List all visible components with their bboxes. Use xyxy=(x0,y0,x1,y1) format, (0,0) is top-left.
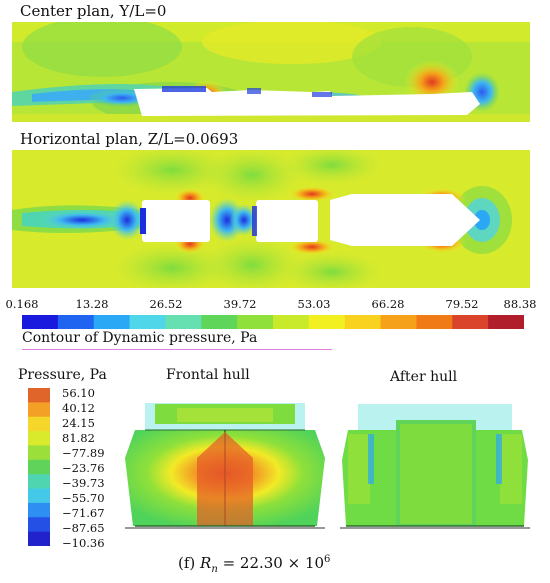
pressure-label: −71.67 xyxy=(62,506,105,520)
caption-equals: = 22.30 × 10 xyxy=(217,554,325,572)
pressure-label: 81.82 xyxy=(62,431,95,445)
colorbar-swatch xyxy=(380,315,417,329)
pressure-label: −77.89 xyxy=(62,446,105,460)
pressure-legend-swatch xyxy=(28,402,50,418)
colorbar-swatch xyxy=(129,315,166,329)
pressure-label: −10.36 xyxy=(62,536,105,550)
caption-label: (f) xyxy=(178,554,196,572)
colorbar-swatch xyxy=(344,315,382,329)
pressure-label: −55.70 xyxy=(62,491,105,505)
center-plan-contour xyxy=(12,22,530,122)
colorbar-tick-3: 26.52 xyxy=(149,297,183,311)
pressure-legend-swatch xyxy=(28,517,50,533)
colorbar-swatch xyxy=(93,315,131,329)
colorbar-swatch xyxy=(416,315,453,329)
pressure-legend-swatch xyxy=(28,388,50,403)
colorbar-tick-5: 53.03 xyxy=(297,297,331,311)
colorbar-swatch xyxy=(57,315,95,329)
pressure-label: −87.65 xyxy=(62,521,105,535)
after-hull-view xyxy=(340,400,530,530)
caption-exponent: 6 xyxy=(324,554,331,565)
center-plan-svg xyxy=(12,22,530,122)
colorbar-swatch xyxy=(452,315,489,329)
pressure-legend-swatch xyxy=(28,502,50,518)
colorbar-swatch xyxy=(273,315,310,329)
colorbar-title: Contour of Dynamic pressure, Pa xyxy=(22,330,258,346)
pressure-legend-swatch xyxy=(28,474,50,489)
frontal-hull-title: Frontal hull xyxy=(166,367,250,383)
colorbar-tick-4: 39.72 xyxy=(223,297,257,311)
frontal-hull-view xyxy=(125,398,325,530)
colorbar-swatch xyxy=(201,315,238,329)
horizontal-plan-title: Horizontal plan, Z/L=0.0693 xyxy=(20,130,239,148)
colorbar-tick-2: 13.28 xyxy=(75,297,109,311)
colorbar-tick-6: 66.28 xyxy=(371,297,405,311)
colorbar-swatch xyxy=(237,315,274,329)
pressure-label: 24.15 xyxy=(62,416,95,430)
pressure-label: −39.73 xyxy=(62,476,105,490)
colorbar-tick-1: 0.168 xyxy=(5,297,39,311)
figure-caption: (f) Rn = 22.30 × 106 xyxy=(178,554,330,575)
pressure-legend-swatch xyxy=(28,488,50,504)
after-hull-svg xyxy=(340,400,530,530)
colorbar-swatch xyxy=(165,315,202,329)
colorbar-swatch xyxy=(308,315,346,329)
caption-subscript: n xyxy=(211,564,218,575)
colorbar-swatch xyxy=(488,315,525,329)
pressure-label: −23.76 xyxy=(62,461,105,475)
colorbar-underline xyxy=(22,349,332,350)
pressure-label: 56.10 xyxy=(62,386,95,400)
pressure-legend-swatch xyxy=(28,531,50,546)
pressure-legend-swatch xyxy=(28,416,50,432)
colorbar-tick-8: 88.38 xyxy=(503,297,537,311)
after-hull-title: After hull xyxy=(390,369,458,385)
horizontal-plan-contour xyxy=(12,150,530,288)
pressure-legend-title: Pressure, Pa xyxy=(18,367,107,383)
colorbar-tick-7: 79.52 xyxy=(445,297,479,311)
caption-symbol: R xyxy=(200,554,212,572)
pressure-legend-swatch xyxy=(28,445,50,461)
pressure-legend: 56.10 40.12 24.15 81.82 −77.89 −23.76 −3… xyxy=(18,386,118,550)
colorbar-swatch xyxy=(22,315,59,329)
pressure-legend-swatch xyxy=(28,431,50,446)
colorbar-svg xyxy=(22,315,525,329)
horizontal-plan-svg xyxy=(12,150,530,288)
colorbar xyxy=(22,314,525,329)
pressure-legend-swatch xyxy=(28,459,50,475)
frontal-hull-svg xyxy=(125,398,325,530)
pressure-label: 40.12 xyxy=(62,401,95,415)
center-plan-title: Center plan, Y/L=0 xyxy=(20,2,167,20)
pressure-legend-svg xyxy=(28,388,50,546)
